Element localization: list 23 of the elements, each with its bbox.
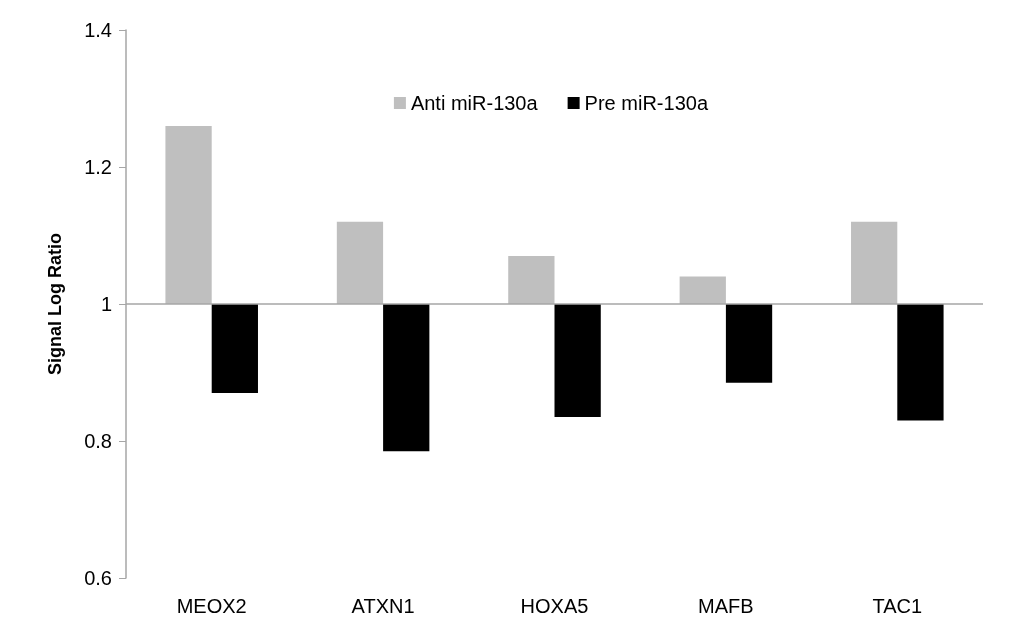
y-tick-label: 0.8 — [84, 430, 112, 452]
bar — [211, 304, 258, 394]
y-axis-title: Signal Log Ratio — [45, 233, 65, 375]
y-tick-label: 1 — [100, 293, 112, 315]
bar — [554, 304, 601, 418]
y-tick-label: 1.2 — [84, 156, 112, 178]
x-tick-label: TAC1 — [872, 595, 923, 617]
x-tick-label: HOXA5 — [520, 595, 589, 617]
bar — [725, 304, 773, 383]
y-tick-label: 1.4 — [84, 19, 112, 41]
legend-label: Anti miR-130a — [410, 92, 539, 114]
bar — [897, 304, 944, 421]
legend-label: Pre miR-130a — [584, 92, 709, 114]
y-tick-label: 0.6 — [84, 567, 112, 589]
bar — [508, 256, 555, 304]
x-tick-label: MAFB — [698, 595, 754, 617]
x-tick-label: ATXN1 — [351, 595, 415, 617]
bar — [679, 276, 726, 304]
bar — [165, 125, 212, 304]
bar — [336, 221, 384, 304]
x-tick-label: MEOX2 — [176, 595, 247, 617]
bar — [851, 221, 898, 304]
bar — [383, 304, 430, 452]
